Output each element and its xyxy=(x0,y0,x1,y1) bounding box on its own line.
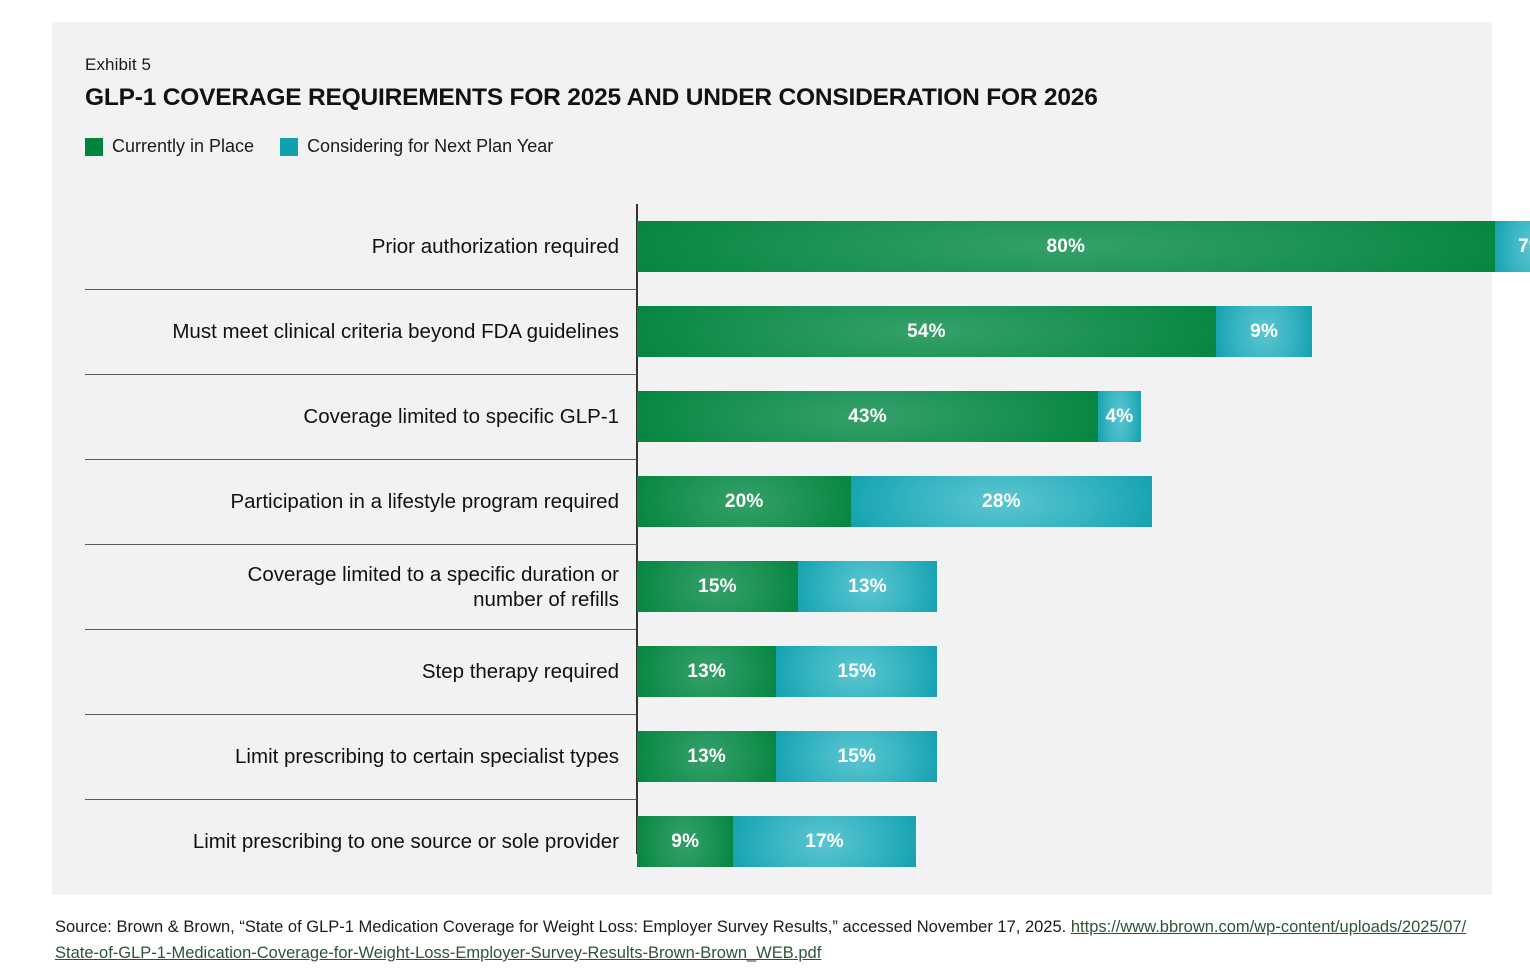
bar-value-label: 15% xyxy=(837,745,877,767)
category-label: Limit prescribing to certain specialist … xyxy=(235,745,619,768)
category-label: Limit prescribing to one source or sole … xyxy=(192,830,619,853)
bar-value-label: 13% xyxy=(687,660,726,682)
bar-segment-considering[interactable]: 13% xyxy=(797,561,938,612)
row-separator xyxy=(85,629,637,630)
square-swatch-icon xyxy=(85,137,103,156)
bar-segment-considering[interactable]: 17% xyxy=(733,816,916,867)
bar-row: Prior authorization required 80% 7% xyxy=(85,204,1530,289)
bar-value-label: 4% xyxy=(1105,405,1134,427)
category-label: Coverage limited to specific GLP-1 xyxy=(303,405,619,428)
row-separator xyxy=(85,374,637,375)
bar-value-label: 15% xyxy=(837,660,877,682)
exhibit-label: Exhibit 5 xyxy=(85,55,152,74)
stacked-bar[interactable]: 20% 28% xyxy=(637,476,1152,527)
bar-row: Coverage limited to specific GLP-1 43% 4% xyxy=(85,374,1475,459)
bar-value-label: 20% xyxy=(724,490,764,512)
stacked-bar[interactable]: 9% 17% xyxy=(637,816,916,867)
bar-value-label: 9% xyxy=(671,830,700,852)
category-label: Step therapy required xyxy=(421,660,619,683)
stacked-bar[interactable]: 54% 9% xyxy=(637,306,1313,357)
bar-value-label: 17% xyxy=(805,830,844,852)
bar-segment-considering[interactable]: 28% xyxy=(851,476,1152,527)
legend-item-2[interactable]: Considering for Next Plan Year xyxy=(280,136,553,157)
legend-label: Considering for Next Plan Year xyxy=(307,136,554,156)
bar-segment-considering[interactable]: 4% xyxy=(1097,391,1141,442)
bar-segment-currently-in-place[interactable]: 43% xyxy=(637,391,1098,442)
legend-item-1[interactable]: Currently in Place xyxy=(85,136,254,157)
stacked-bar[interactable]: 43% 4% xyxy=(637,391,1141,442)
bar-row: Step therapy required 13% 15% xyxy=(85,629,1475,714)
bar-value-label: 9% xyxy=(1250,320,1279,342)
bar-segment-currently-in-place[interactable]: 9% xyxy=(637,816,734,867)
source-note: Source: Brown & Brown, “State of GLP-1 M… xyxy=(55,914,1475,966)
row-separator xyxy=(85,289,637,290)
category-label: Prior authorization required xyxy=(371,235,619,258)
category-label: Must meet clinical criteria beyond FDA g… xyxy=(172,320,619,343)
bar-segment-currently-in-place[interactable]: 13% xyxy=(637,731,777,782)
bar-segment-considering[interactable]: 7% xyxy=(1494,221,1530,272)
bar-value-label: 80% xyxy=(1046,235,1086,257)
bar-value-label: 13% xyxy=(687,745,726,767)
square-swatch-icon xyxy=(280,137,299,156)
bar-segment-considering[interactable]: 9% xyxy=(1215,306,1313,357)
bar-row: Participation in a lifestyle program req… xyxy=(85,459,1475,544)
bar-segment-currently-in-place[interactable]: 54% xyxy=(637,306,1216,357)
source-text: Source: Brown & Brown, “State of GLP-1 M… xyxy=(55,918,1071,936)
row-separator xyxy=(85,544,637,545)
row-separator xyxy=(85,799,637,800)
stacked-bar[interactable]: 13% 15% xyxy=(637,646,938,697)
stacked-bar[interactable]: 80% 7% xyxy=(637,221,1530,272)
category-label: Coverage limited to a specific duration … xyxy=(247,562,619,611)
row-separator xyxy=(85,714,637,715)
chart-legend: Currently in Place Considering for Next P… xyxy=(85,136,553,157)
bar-row: Limit prescribing to one source or sole … xyxy=(85,799,1475,884)
bar-value-label: 13% xyxy=(848,575,887,597)
chart-plot-area: Prior authorization required 80% 7% Must me… xyxy=(85,182,1530,867)
bar-row: Must meet clinical criteria beyond FDA g… xyxy=(85,289,1475,374)
bar-row: Coverage limited to a specific duration … xyxy=(85,544,1475,629)
bar-segment-currently-in-place[interactable]: 13% xyxy=(637,646,777,697)
bar-segment-currently-in-place[interactable]: 15% xyxy=(637,561,798,612)
y-axis-line xyxy=(636,204,638,854)
bar-rows: Prior authorization required 80% 7% Must me… xyxy=(85,204,1530,884)
bar-value-label: 28% xyxy=(982,490,1021,512)
bar-value-label: 7% xyxy=(1518,235,1530,257)
bar-segment-currently-in-place[interactable]: 20% xyxy=(637,476,852,527)
bar-segment-considering[interactable]: 15% xyxy=(776,646,938,697)
bar-row: Limit prescribing to certain specialist … xyxy=(85,714,1475,799)
bar-segment-currently-in-place[interactable]: 80% xyxy=(637,221,1495,272)
row-separator xyxy=(85,459,637,460)
legend-label: Currently in Place xyxy=(112,136,255,156)
stacked-bar[interactable]: 13% 15% xyxy=(637,731,938,782)
exhibit-card: Exhibit 5 GLP-1 COVERAGE REQUIREMENTS FO… xyxy=(52,22,1530,895)
chart-title: GLP-1 COVERAGE REQUIREMENTS FOR 2025 AND… xyxy=(85,84,1098,111)
bar-segment-considering[interactable]: 15% xyxy=(776,731,938,782)
stacked-bar[interactable]: 15% 13% xyxy=(637,561,938,612)
category-label: Participation in a lifestyle program req… xyxy=(230,490,619,513)
bar-value-label: 15% xyxy=(698,575,737,597)
bar-value-label: 43% xyxy=(848,405,887,427)
bar-value-label: 54% xyxy=(907,320,946,342)
source-link[interactable]: https://www.bbrown.com/wp-content/upload… xyxy=(55,918,1467,962)
